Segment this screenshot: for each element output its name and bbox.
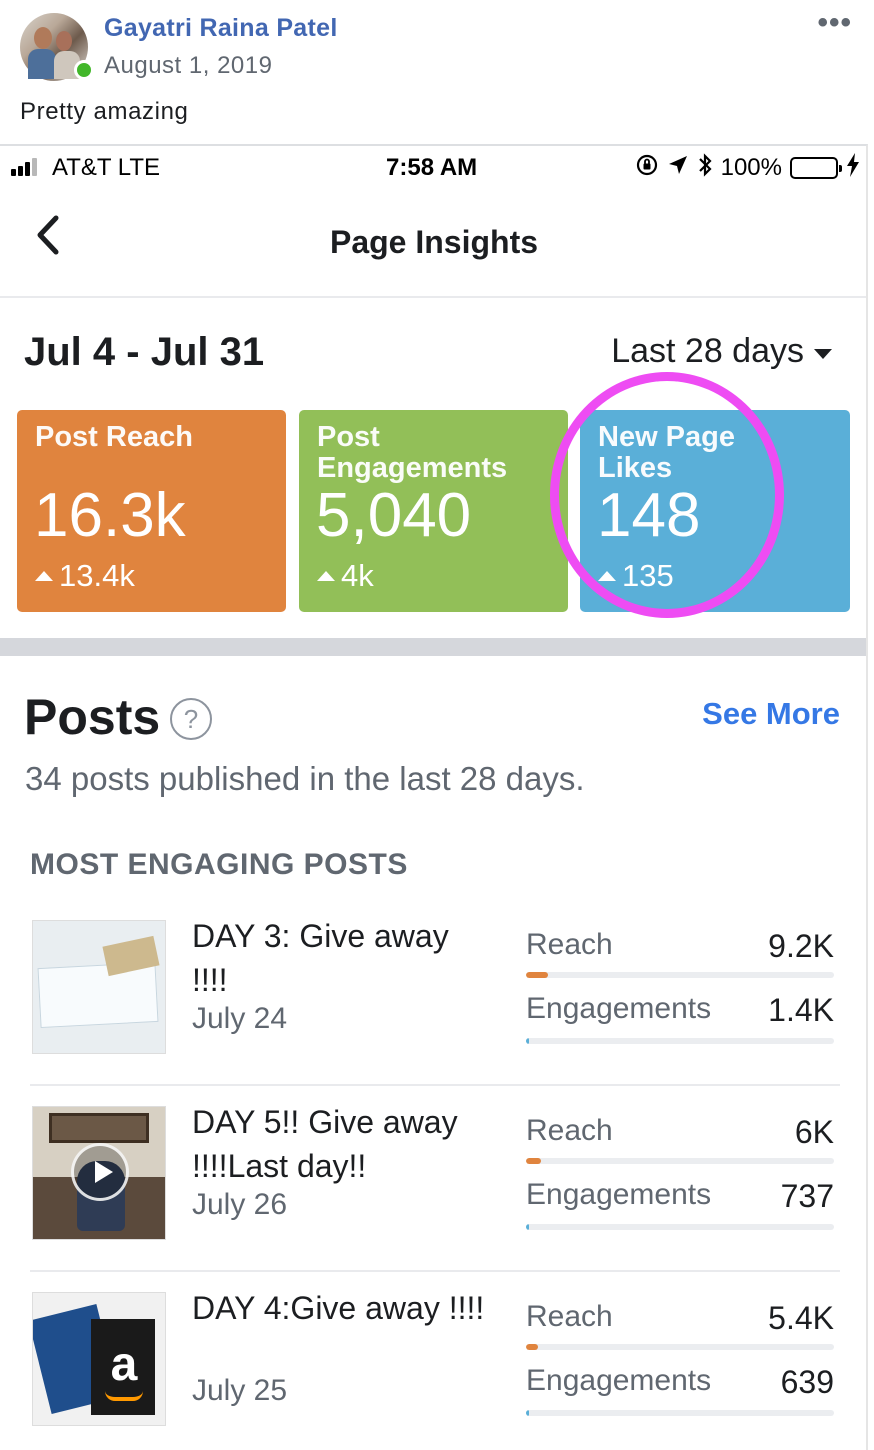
posts-subtitle: 34 posts published in the last 28 days. <box>25 760 585 797</box>
location-arrow-icon <box>667 154 689 182</box>
online-status-icon <box>74 60 94 80</box>
battery-icon <box>790 157 842 179</box>
triangle-up-icon <box>35 571 53 581</box>
page-title: Page Insights <box>329 224 539 260</box>
post-date: July 25 <box>192 1374 288 1407</box>
play-video-icon[interactable] <box>71 1143 129 1201</box>
see-more-link[interactable]: See More <box>702 696 840 731</box>
card-delta: 13.4k <box>35 558 135 594</box>
back-chevron-icon[interactable] <box>34 214 60 265</box>
post-thumbnail[interactable]: a <box>32 1292 166 1426</box>
engagements-bar <box>526 1410 834 1416</box>
reach-label: Reach <box>526 1300 613 1333</box>
bluetooth-icon <box>697 152 713 184</box>
card-value: 5,040 <box>316 481 472 550</box>
more-horizontal-icon[interactable]: ••• <box>817 6 852 39</box>
engagements-label: Engagements <box>526 1364 712 1397</box>
battery-percent: 100% <box>720 154 782 181</box>
nav-bar: Page Insights <box>0 190 866 298</box>
reach-value: 9.2K <box>768 928 834 964</box>
post-text: Pretty amazing <box>20 98 189 125</box>
card-label: Post Engagements <box>317 421 508 484</box>
avatar[interactable] <box>20 13 88 81</box>
reach-label: Reach <box>526 1114 613 1147</box>
post-date[interactable]: August 1, 2019 <box>104 52 273 79</box>
card-delta-value: 4k <box>341 558 374 593</box>
most-engaging-heading: MOST ENGAGING POSTS <box>30 848 408 881</box>
charging-bolt-icon <box>846 153 860 183</box>
reach-bar <box>526 1344 834 1350</box>
post-row[interactable]: a DAY 4:Give away !!!! July 25 Reach 5.4… <box>30 1278 840 1450</box>
post-row[interactable]: DAY 5!! Give away !!!!Last day!! July 26… <box>30 1092 840 1272</box>
insights-screenshot: AT&T LTE 7:58 AM 100% Page Insights Jul … <box>0 144 868 1450</box>
post-title: DAY 5!! Give away !!!!Last day!! <box>192 1104 458 1184</box>
post-thumbnail[interactable] <box>32 1106 166 1240</box>
caret-down-icon <box>814 348 832 359</box>
card-delta-value: 13.4k <box>59 558 135 593</box>
reach-value: 5.4K <box>768 1300 834 1336</box>
post-reach-card[interactable]: Post Reach 16.3k 13.4k <box>17 410 286 612</box>
highlight-circle-annotation <box>550 372 784 618</box>
post-engagements-card[interactable]: Post Engagements 5,040 4k <box>299 410 568 612</box>
post-title: DAY 3: Give away !!!! <box>192 918 449 998</box>
status-time: 7:58 AM <box>386 154 478 181</box>
post-title: DAY 4:Give away !!!! <box>192 1290 485 1326</box>
reach-bar <box>526 1158 834 1164</box>
help-question-icon[interactable]: ? <box>170 698 212 740</box>
engagements-value: 1.4K <box>768 992 834 1028</box>
section-divider <box>0 638 866 656</box>
post-date: July 24 <box>192 1002 288 1035</box>
engagements-value: 737 <box>780 1178 834 1214</box>
reach-value: 6K <box>794 1114 834 1150</box>
period-dropdown-label: Last 28 days <box>611 332 804 370</box>
card-label: Post Reach <box>35 421 193 453</box>
engagements-bar <box>526 1038 834 1044</box>
date-range: Jul 4 - Jul 31 <box>24 330 265 374</box>
engagements-label: Engagements <box>526 1178 712 1211</box>
engagements-value: 639 <box>780 1364 834 1400</box>
reach-bar <box>526 972 834 978</box>
carrier-label: AT&T LTE <box>52 154 161 181</box>
status-bar: AT&T LTE 7:58 AM 100% <box>0 146 866 190</box>
card-delta: 4k <box>317 558 374 594</box>
posts-heading: Posts <box>24 689 161 745</box>
post-header: Gayatri Raina Patel August 1, 2019 ••• P… <box>0 0 874 144</box>
triangle-up-icon <box>317 571 335 581</box>
orientation-lock-icon <box>635 153 659 183</box>
post-row[interactable]: DAY 3: Give away !!!! July 24 Reach 9.2K… <box>30 906 840 1086</box>
engagements-bar <box>526 1224 834 1230</box>
post-thumbnail[interactable] <box>32 920 166 1054</box>
period-dropdown[interactable]: Last 28 days <box>611 332 832 371</box>
card-value: 16.3k <box>34 481 186 550</box>
author-name[interactable]: Gayatri Raina Patel <box>104 14 338 42</box>
post-date: July 26 <box>192 1188 288 1221</box>
engagements-label: Engagements <box>526 992 712 1025</box>
reach-label: Reach <box>526 928 613 961</box>
signal-strength-icon <box>11 158 45 176</box>
